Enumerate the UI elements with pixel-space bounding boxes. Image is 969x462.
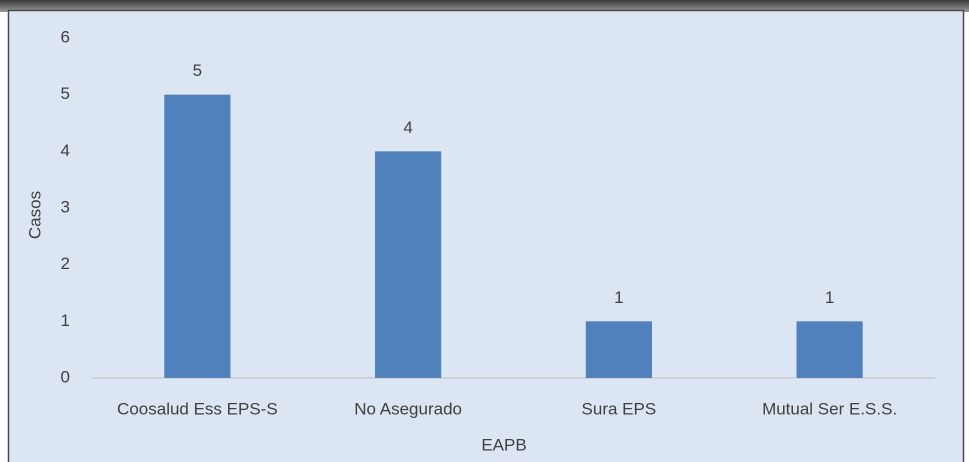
bar bbox=[164, 94, 231, 379]
y-tick-label: 0 bbox=[61, 367, 70, 386]
y-tick-label: 2 bbox=[61, 254, 70, 273]
x-tick-label: Coosalud Ess EPS-S bbox=[117, 399, 278, 418]
y-tick-label: 5 bbox=[61, 84, 70, 103]
y-tick-label: 1 bbox=[61, 311, 70, 330]
bar bbox=[585, 321, 652, 378]
data-label: 5 bbox=[193, 61, 202, 80]
bar bbox=[796, 321, 863, 378]
x-tick-label: No Asegurado bbox=[354, 399, 462, 418]
y-tick-label: 6 bbox=[61, 27, 70, 46]
x-tick-label: Sura EPS bbox=[582, 399, 657, 418]
chart-area bbox=[7, 9, 965, 462]
frame-shadow bbox=[0, 0, 969, 12]
data-label: 1 bbox=[825, 288, 834, 307]
x-tick-label: Mutual Ser E.S.S. bbox=[762, 399, 897, 418]
data-label: 1 bbox=[614, 288, 623, 307]
y-tick-label: 3 bbox=[61, 197, 70, 216]
bar bbox=[375, 151, 442, 378]
x-axis-title: EAPB bbox=[481, 435, 526, 454]
y-tick-label: 4 bbox=[61, 141, 70, 160]
y-axis-title: Casos bbox=[25, 191, 44, 239]
data-label: 4 bbox=[403, 118, 412, 137]
